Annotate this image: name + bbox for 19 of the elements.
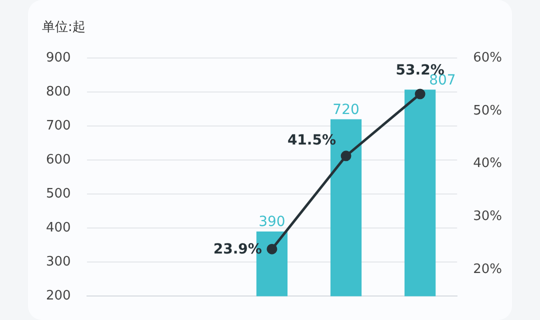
y-tick-label: 900 [46,50,71,66]
y2-tick-label: 30% [473,209,502,224]
y-tick-label: 600 [46,152,71,168]
y-tick-label: 200 [46,288,71,304]
y-axis-title: 单位:起 [42,19,86,36]
point [340,150,352,162]
y-tick-label: 700 [46,118,71,134]
y-tick-label: 500 [46,186,71,202]
y2-tick-label: 20% [473,262,502,278]
y2-tick-label: 40% [473,156,502,172]
data-label: 390 [258,214,286,230]
y-tick-label: 800 [46,84,71,100]
point [414,88,426,100]
data-label: 720 [332,102,360,118]
y2-tick-label: 60% [473,50,502,66]
point [266,244,278,254]
y-tick-label: 400 [46,220,71,236]
y-tick-label: 300 [46,254,71,270]
y2-tick-label: 50% [473,103,502,118]
